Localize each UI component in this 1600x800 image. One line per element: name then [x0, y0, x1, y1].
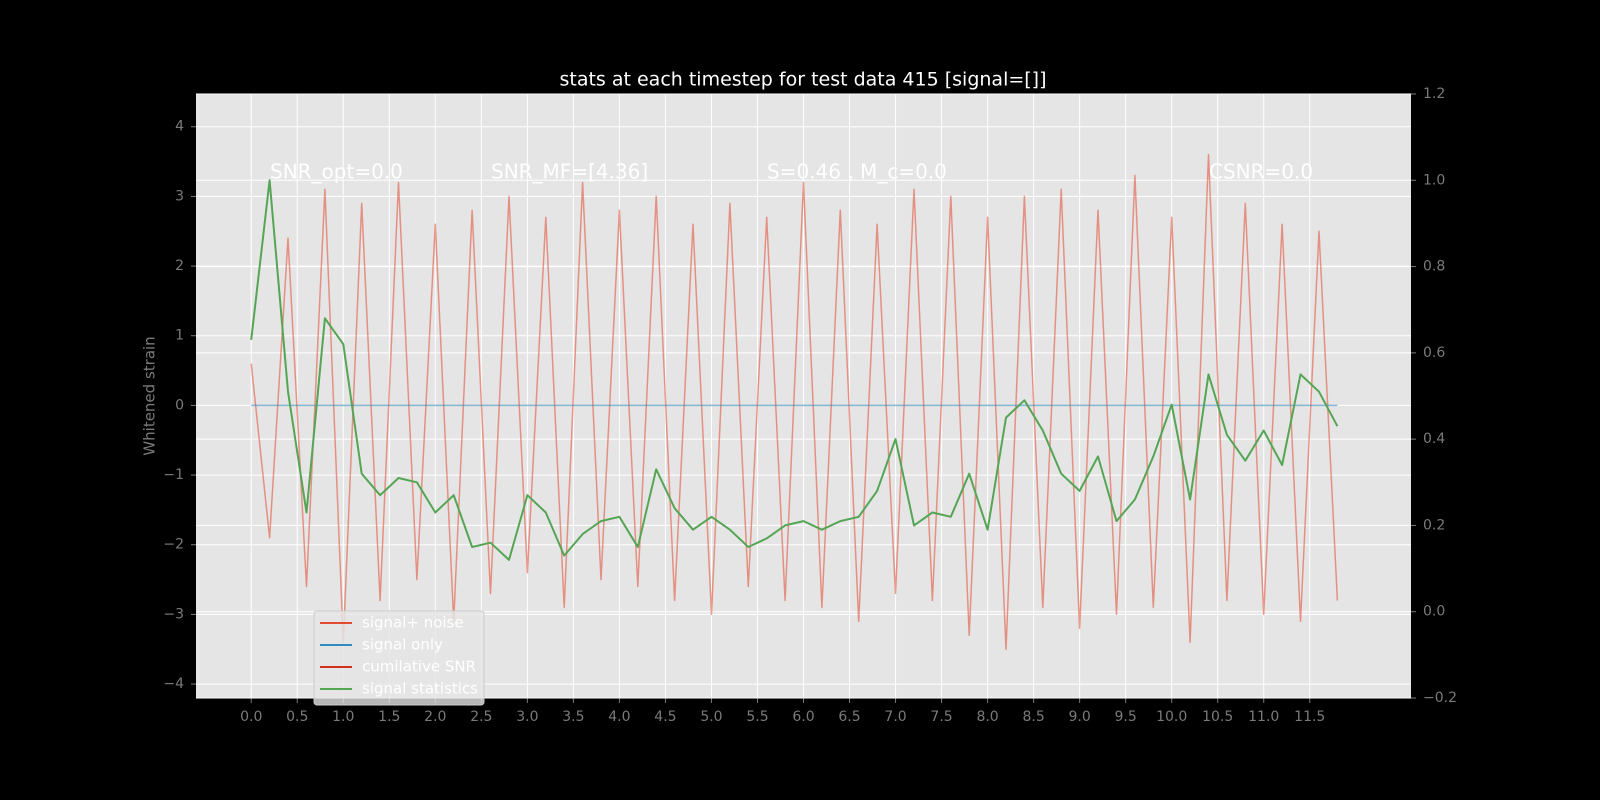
- x-tick-label: 10.0: [1156, 709, 1187, 725]
- x-tick-label: 10.5: [1202, 709, 1233, 725]
- legend-box: [313, 610, 485, 706]
- x-tick-label: 11.0: [1248, 709, 1279, 725]
- x-tick-label: 8.5: [1022, 709, 1044, 725]
- x-tick-label: 4.5: [654, 709, 676, 725]
- y-tick-label: −2: [163, 537, 184, 553]
- x-tick-label: 4.0: [608, 709, 630, 725]
- x-tick-label: 0.0: [240, 709, 262, 725]
- annotation: SNR_MF=[4.36]: [491, 160, 648, 184]
- x-tick-label: 7.0: [884, 709, 906, 725]
- x-tick-label: 2.0: [424, 709, 446, 725]
- y-tick-label: 4: [175, 119, 184, 135]
- y2-tick-label: 0.2: [1423, 517, 1445, 533]
- y-tick-label: 0: [175, 397, 184, 413]
- annotation: CSNR=0.0: [1209, 160, 1313, 184]
- x-tick-label: 7.5: [930, 709, 952, 725]
- x-tick-label: 0.5: [286, 709, 308, 725]
- y-tick-label: −1: [163, 467, 184, 483]
- x-tick-label: 5.0: [700, 709, 722, 725]
- y2-tick-label: 0.6: [1423, 345, 1445, 361]
- y-tick-label: 2: [175, 258, 184, 274]
- x-tick-label: 8.0: [976, 709, 998, 725]
- x-tick-label: 1.0: [332, 709, 354, 725]
- x-tick-label: 2.5: [470, 709, 492, 725]
- x-tick-label: 3.0: [516, 709, 538, 725]
- x-tick-label: 9.5: [1115, 709, 1137, 725]
- annotation: S=0.46 , M_c=0.0: [767, 160, 947, 184]
- x-tick-label: 6.0: [792, 709, 814, 725]
- y2-tick-label: −0.2: [1423, 690, 1457, 706]
- series-line: [250, 179, 1339, 561]
- x-tick-label: 3.5: [562, 709, 584, 725]
- legend-label: cumilative SNR: [362, 658, 476, 676]
- y-tick-label: −3: [163, 606, 184, 622]
- x-tick-label: 5.5: [746, 709, 768, 725]
- legend-label: signal only: [362, 636, 443, 654]
- legend-label: signal statistics: [362, 680, 478, 698]
- y2-tick-label: 0.8: [1423, 259, 1445, 275]
- x-tick-label: 6.5: [838, 709, 860, 725]
- chart-title: stats at each timestep for test data 415…: [559, 69, 1046, 91]
- annotation: SNR_opt=0.0: [270, 160, 403, 184]
- y2-tick-label: 0.4: [1423, 431, 1445, 447]
- x-tick-label: 11.5: [1294, 709, 1325, 725]
- series-line: [250, 153, 1339, 650]
- legend-label: signal+ noise: [362, 614, 464, 632]
- y2-tick-label: 0.0: [1423, 604, 1445, 620]
- y-tick-label: 3: [175, 188, 184, 204]
- y-tick-label: 1: [175, 328, 184, 344]
- y2-tick-label: 1.0: [1423, 172, 1445, 188]
- x-tick-label: 9.0: [1069, 709, 1091, 725]
- y-tick-label: −4: [163, 676, 184, 692]
- x-tick-label: 1.5: [378, 709, 400, 725]
- y-axis-label: Whitened strain: [141, 336, 159, 455]
- y2-tick-label: 1.2: [1423, 86, 1445, 102]
